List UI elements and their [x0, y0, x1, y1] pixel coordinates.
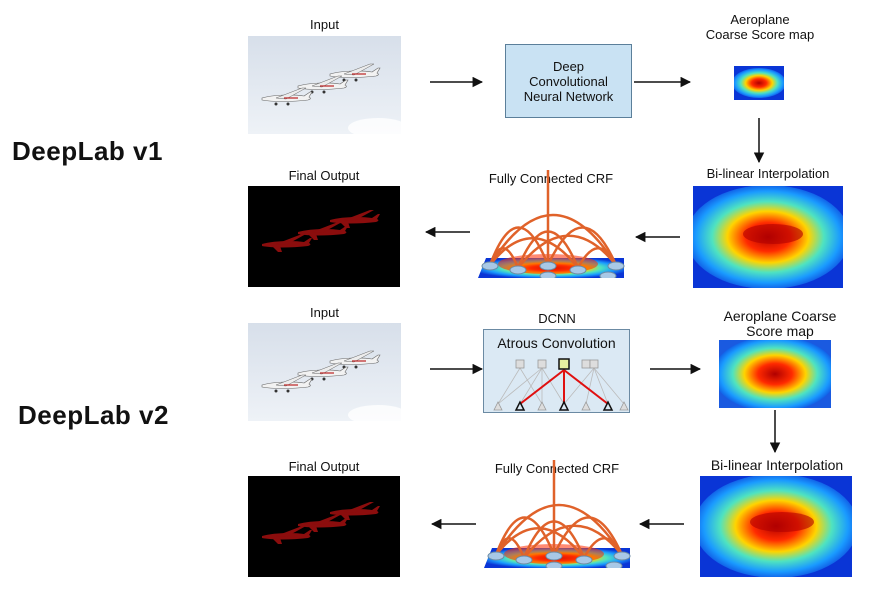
v2-bilinear-map	[700, 476, 852, 577]
v2-final-label: Final Output	[288, 459, 360, 474]
v2-crf-label: Fully Connected CRF	[494, 461, 620, 476]
v1-bilinear-label: Bi-linear Interpolation	[706, 166, 830, 181]
airplane-photo	[248, 323, 401, 421]
v2-dcnn-box: Atrous Convolution	[483, 329, 630, 413]
v1-crf-graph	[478, 170, 628, 278]
deeplab-v2-title: DeepLab v2	[18, 400, 169, 430]
v1-coarse-label-line2: Coarse Score map	[705, 27, 815, 42]
v1-bilinear-map	[693, 186, 843, 288]
v2-coarse-label-line1: Aeroplane Coarse	[723, 308, 837, 324]
v1-coarse-score-map	[734, 66, 784, 100]
v2-coarse-label-line2: Score map	[746, 323, 814, 339]
v1-final-output	[248, 186, 400, 287]
atrous-convolution-diagram	[493, 358, 629, 411]
v1-crf-label: Fully Connected CRF	[488, 171, 614, 186]
v2-input-image	[248, 323, 401, 421]
v2-bilinear-label: Bi-linear Interpolation	[710, 457, 844, 473]
v1-input-image	[248, 36, 401, 134]
segmentation-mask	[262, 502, 380, 544]
airplane-photo	[248, 36, 401, 134]
v2-final-output	[248, 476, 400, 577]
v1-input-label: Input	[310, 17, 339, 32]
v1-dcnn-text: Deep Convolutional Neural Network	[523, 58, 614, 104]
v2-crf-graph	[484, 460, 634, 568]
v2-dcnn-label: DCNN	[538, 311, 576, 326]
segmentation-mask	[262, 210, 380, 252]
v2-input-label: Input	[310, 305, 339, 320]
v1-dcnn-box: Deep Convolutional Neural Network	[505, 44, 632, 118]
v1-final-label: Final Output	[288, 168, 360, 183]
v2-atrous-label: Atrous Convolution	[497, 335, 616, 351]
v2-coarse-score-map	[719, 340, 831, 408]
deeplab-v1-title: DeepLab v1	[12, 136, 163, 166]
v1-coarse-label-line1: Aeroplane	[730, 12, 790, 27]
